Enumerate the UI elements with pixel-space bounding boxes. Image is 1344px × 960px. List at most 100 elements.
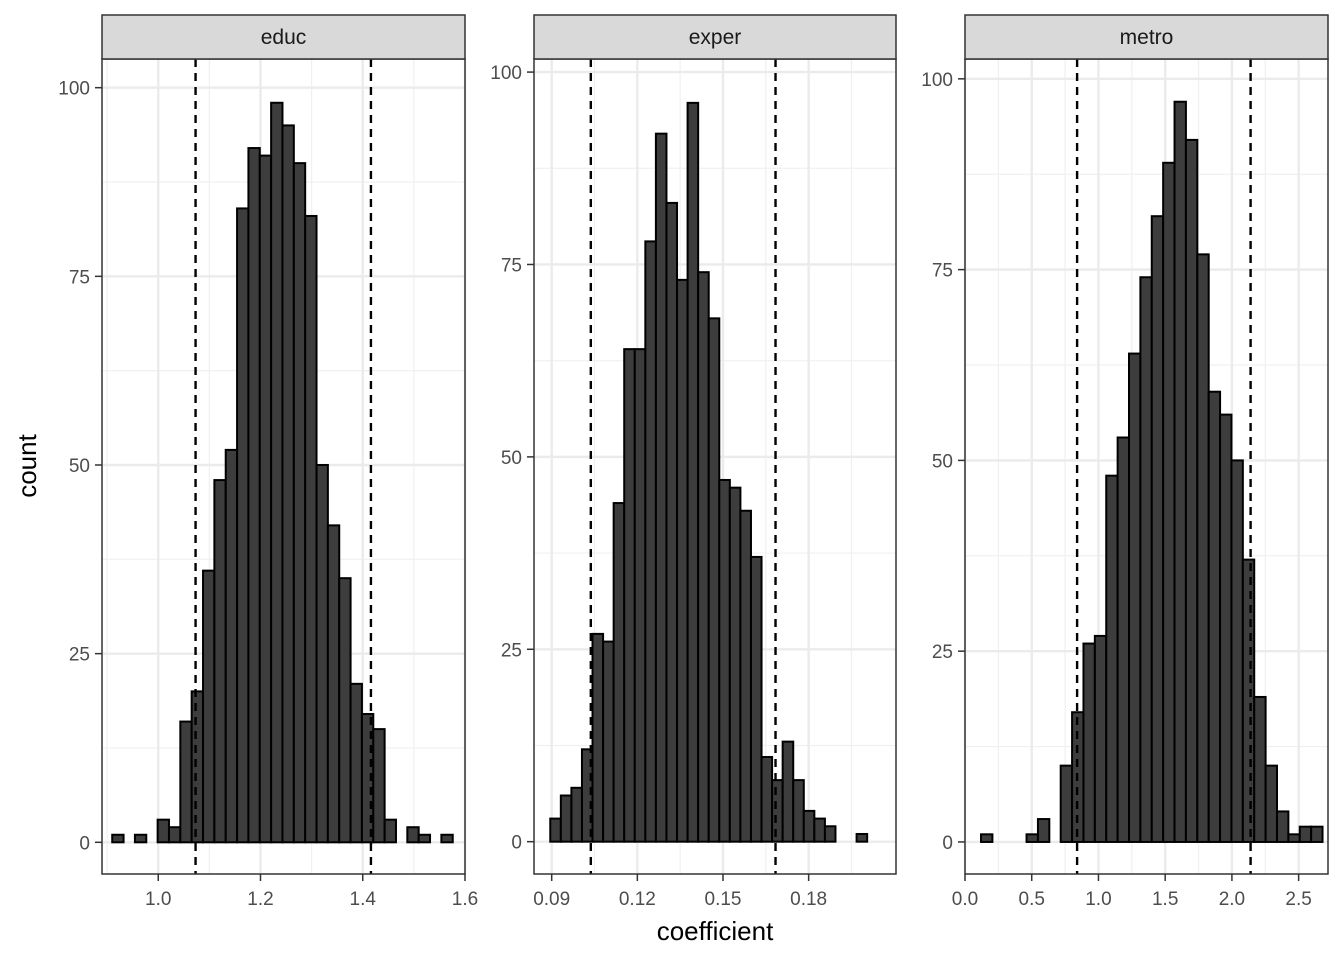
- histogram-bar: [570, 786, 583, 843]
- x-tick-label: 0.5: [1019, 889, 1045, 910]
- histogram-bar: [304, 214, 318, 844]
- histogram-bar: [771, 779, 784, 843]
- panel-educ: educ 1.0 1.2 1.4 1.6 0 25 50 75 100: [58, 14, 478, 910]
- histogram-bar: [224, 448, 239, 844]
- histogram-bar: [1264, 764, 1278, 843]
- histogram-bar: [1184, 138, 1199, 843]
- histogram-bar: [559, 794, 573, 843]
- histogram-bar: [855, 832, 869, 843]
- y-tick-label: 100: [490, 63, 522, 84]
- histogram-bar: [602, 640, 615, 843]
- histogram-bar: [270, 101, 284, 844]
- panels-layer: educ 1.0 1.2 1.4 1.6 0 25 50 75 100 exper 0.09 0.12 0…: [58, 14, 1329, 910]
- histogram-bar: [665, 201, 679, 843]
- histogram-bar: [1059, 764, 1074, 843]
- y-tick-label: 100: [58, 79, 90, 100]
- y-tick-label: 75: [69, 267, 90, 288]
- histogram-bar: [1173, 100, 1187, 843]
- y-tick-label: 25: [69, 645, 90, 666]
- histogram-bar: [1275, 810, 1290, 843]
- x-axis-title: coefficient: [657, 916, 774, 946]
- histogram-bar: [1207, 390, 1222, 843]
- y-tick-label: 50: [69, 456, 90, 477]
- x-tick-label: 1.0: [145, 889, 171, 910]
- histogram-bar: [1253, 695, 1267, 843]
- x-tick-label: 2.5: [1285, 889, 1311, 910]
- histogram-bar: [281, 124, 295, 844]
- facet-strip-label: metro: [1120, 26, 1174, 49]
- histogram-bar: [179, 720, 193, 844]
- histogram-bar: [417, 833, 432, 844]
- histogram-bar: [406, 826, 420, 844]
- x-tick-label: 0.09: [533, 889, 570, 910]
- histogram-bar: [813, 817, 826, 843]
- histogram-bar: [749, 555, 763, 843]
- histogram-bar: [1093, 634, 1108, 843]
- x-tick-label: 1.0: [1085, 889, 1111, 910]
- histogram-bar: [1150, 215, 1165, 843]
- histogram-bar: [549, 817, 562, 843]
- histogram-bar: [258, 154, 273, 844]
- histogram-bar: [707, 317, 721, 843]
- histogram-bar: [1196, 253, 1210, 843]
- y-tick-label: 0: [79, 833, 90, 854]
- x-tick-label: 1.2: [247, 889, 273, 910]
- y-tick-label: 50: [501, 448, 522, 469]
- histogram-bar: [315, 463, 329, 844]
- histogram-bar: [823, 825, 837, 843]
- histogram-bar: [440, 833, 454, 844]
- histogram-bar: [326, 524, 341, 844]
- x-tick-label: 0.0: [952, 889, 978, 910]
- histogram-bar: [372, 728, 386, 844]
- x-tick-label: 1.5: [1152, 889, 1178, 910]
- histogram-bar: [781, 740, 795, 843]
- histogram-bar: [156, 818, 170, 844]
- x-tick-label: 1.4: [350, 889, 377, 910]
- histogram-bar: [792, 779, 805, 843]
- y-tick-label: 25: [932, 642, 953, 663]
- facet-strip-label: educ: [261, 26, 307, 49]
- histogram-bar: [202, 569, 216, 844]
- facet-strip: [533, 14, 897, 60]
- histogram-bar: [1310, 825, 1324, 843]
- histogram-bar: [686, 101, 700, 843]
- histogram-bar: [1230, 459, 1244, 843]
- y-tick-label: 100: [921, 70, 953, 91]
- histogram-bar: [1241, 558, 1256, 843]
- histogram-bar: [111, 833, 125, 844]
- histogram-bar: [167, 826, 182, 844]
- histogram-bar: [236, 207, 250, 844]
- y-tick-label: 75: [932, 261, 953, 282]
- y-tick-label: 25: [501, 640, 522, 661]
- histogram-bar: [1128, 352, 1142, 843]
- histogram-bar: [349, 682, 363, 844]
- y-tick-label: 50: [932, 451, 953, 472]
- y-tick-label: 0: [511, 833, 522, 854]
- histogram-bar: [1036, 818, 1051, 843]
- panel-exper: exper 0.09 0.12 0.15 0.18 0 25 50 75 100: [490, 14, 897, 910]
- histogram-bar: [1116, 436, 1131, 843]
- x-tick-label: 0.15: [705, 889, 742, 910]
- x-tick-label: 1.6: [452, 889, 478, 910]
- histogram-bar: [247, 147, 261, 844]
- facet-strip: [964, 14, 1329, 60]
- histogram-bar: [133, 833, 148, 844]
- histogram-bar: [802, 809, 816, 843]
- y-axis-title: count: [12, 433, 42, 497]
- histogram-bar: [980, 833, 994, 843]
- histogram-bar: [728, 486, 742, 843]
- histogram-bar: [697, 271, 710, 843]
- x-tick-label: 2.0: [1219, 889, 1245, 910]
- histogram-bar: [1162, 161, 1176, 843]
- histogram-bar: [718, 478, 731, 843]
- histogram-bar: [612, 502, 626, 843]
- histogram-bar: [190, 690, 205, 844]
- histogram-bar: [760, 756, 774, 843]
- histogram-bar: [591, 632, 605, 843]
- histogram-bar: [623, 348, 636, 843]
- histogram-bar: [676, 278, 689, 843]
- histogram-bar: [654, 132, 668, 843]
- histogram-bar: [1298, 825, 1313, 843]
- histogram-bar: [1139, 276, 1153, 843]
